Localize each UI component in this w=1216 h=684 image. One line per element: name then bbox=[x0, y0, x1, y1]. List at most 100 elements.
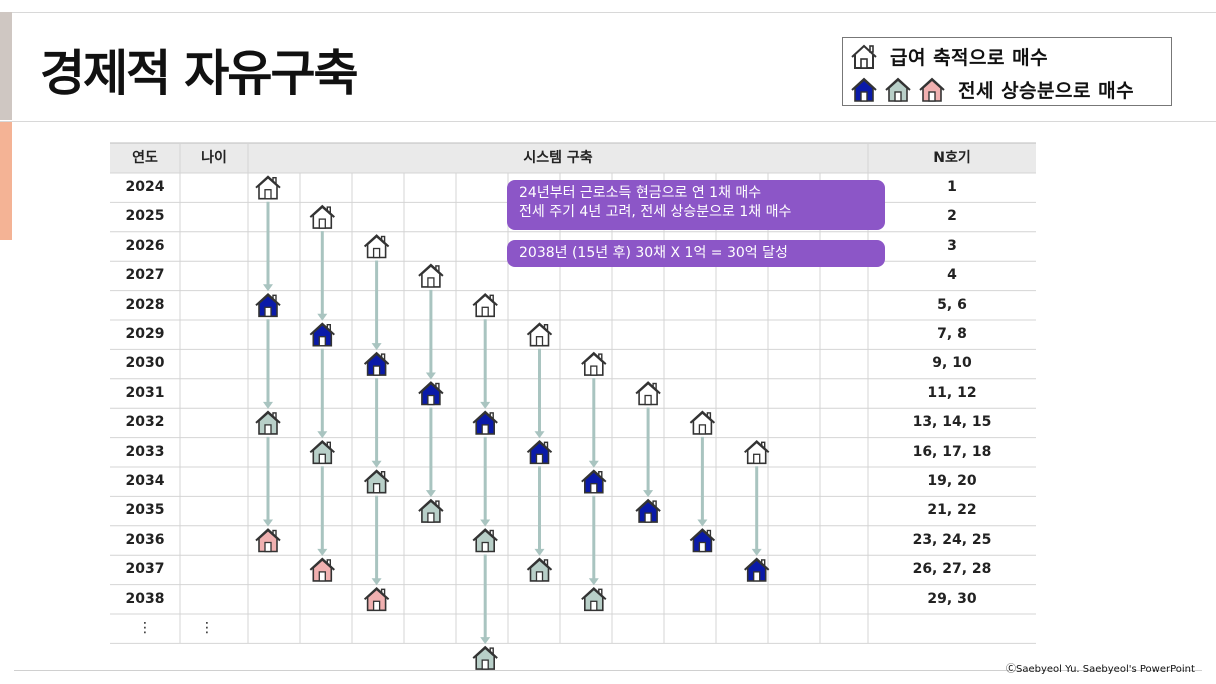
year-cell: 2025 bbox=[125, 208, 165, 225]
count-cell: 19, 20 bbox=[927, 473, 977, 489]
navy-house-icon bbox=[309, 322, 335, 347]
arrow-head bbox=[263, 284, 273, 292]
arrow-head bbox=[480, 637, 491, 645]
arrow-head bbox=[588, 578, 599, 586]
header-count: N호기 bbox=[933, 150, 971, 166]
accent-bar-orange bbox=[0, 122, 12, 240]
gray-house-icon bbox=[472, 645, 498, 670]
count-cell: 1 bbox=[947, 179, 957, 195]
count-cell: 16, 17, 18 bbox=[912, 443, 992, 460]
house-navy-icon bbox=[851, 77, 877, 102]
count-cell: 7, 8 bbox=[937, 326, 967, 342]
legend: 급여 축적으로 매수 전세 상승분으로 매수 bbox=[842, 37, 1172, 106]
navy-house-icon bbox=[255, 292, 281, 318]
accent-bar-gray bbox=[0, 12, 12, 120]
plan-callout: 24년부터 근로소득 현금으로 연 1채 매수 전세 주기 4년 고려, 전세 … bbox=[507, 180, 885, 230]
outline-house-icon bbox=[689, 410, 716, 435]
header-age: 나이 bbox=[201, 150, 227, 166]
arrow-head bbox=[697, 519, 708, 527]
copyright-footer: ⒸSaebyeol Yu. Saebyeol's PowerPoint bbox=[1006, 664, 1195, 675]
legend-deposit-label: 전세 상승분으로 매수 bbox=[958, 79, 1135, 102]
outline-house-icon bbox=[418, 263, 444, 288]
outline-house-icon bbox=[363, 234, 390, 259]
gray-house-icon bbox=[418, 498, 444, 523]
arrow-head bbox=[425, 372, 436, 380]
navy-house-icon bbox=[635, 498, 661, 523]
count-cell: 9, 10 bbox=[932, 355, 972, 372]
plan-line-2: 전세 주기 4년 고려, 전세 상승분으로 1채 매수 bbox=[519, 204, 792, 220]
arrow-head bbox=[263, 519, 273, 527]
gray-house-icon bbox=[581, 586, 607, 612]
arrow-head bbox=[588, 460, 599, 468]
house-gray-icon bbox=[885, 77, 911, 102]
legend-salary-label: 급여 축적으로 매수 bbox=[890, 46, 1049, 69]
year-cell: 2034 bbox=[125, 473, 165, 489]
year-cell: 2029 bbox=[125, 326, 165, 342]
legend-salary: 급여 축적으로 매수 bbox=[849, 41, 1048, 71]
header-year: 연도 bbox=[132, 150, 158, 166]
outline-house-icon bbox=[635, 381, 661, 406]
navy-house-icon bbox=[526, 439, 553, 465]
pink-house-icon bbox=[255, 528, 281, 553]
ellipsis-age: ⋮ bbox=[200, 620, 214, 636]
plan-line-1: 24년부터 근로소득 현금으로 연 1채 매수 bbox=[519, 185, 762, 201]
count-cell: 3 bbox=[947, 237, 957, 254]
arrow-head bbox=[263, 401, 273, 409]
gray-house-icon bbox=[363, 469, 390, 494]
pink-house-icon bbox=[363, 586, 390, 612]
year-cell: 2036 bbox=[125, 531, 165, 548]
outline-house-icon bbox=[526, 322, 553, 347]
outline-house-icon bbox=[472, 292, 498, 318]
outline-house-icon bbox=[255, 175, 281, 200]
pink-house-icon bbox=[309, 557, 335, 582]
arrow-head bbox=[371, 578, 382, 586]
year-cell: 2030 bbox=[125, 355, 165, 372]
header-system: 시스템 구축 bbox=[523, 150, 593, 166]
count-cell: 29, 30 bbox=[927, 590, 977, 607]
footer-rule bbox=[14, 670, 1202, 671]
outline-house-icon bbox=[309, 204, 335, 229]
arrow-head bbox=[317, 548, 328, 556]
house-pink-icon bbox=[919, 77, 945, 102]
arrow-head bbox=[751, 548, 762, 556]
navy-house-icon bbox=[744, 557, 770, 582]
gray-house-icon bbox=[255, 410, 281, 435]
house-outline-icon bbox=[851, 44, 877, 69]
year-cell: 2038 bbox=[125, 590, 165, 607]
year-cell: 2035 bbox=[125, 502, 165, 519]
gray-house-icon bbox=[309, 439, 335, 465]
arrow-head bbox=[371, 460, 382, 468]
year-cell: 2028 bbox=[125, 296, 165, 313]
year-cell: 2024 bbox=[125, 179, 165, 195]
arrow-head bbox=[317, 313, 328, 321]
count-cell: 13, 14, 15 bbox=[912, 414, 992, 431]
arrow-head bbox=[480, 519, 491, 527]
arrow-head bbox=[534, 431, 545, 439]
gray-house-icon bbox=[472, 528, 498, 553]
outline-house-icon bbox=[581, 351, 607, 376]
year-cell: 2027 bbox=[125, 267, 165, 284]
year-cell: 2031 bbox=[125, 384, 165, 401]
navy-house-icon bbox=[418, 381, 444, 406]
ellipsis-year: ⋮ bbox=[138, 620, 152, 636]
arrow-head bbox=[317, 431, 328, 439]
top-rule bbox=[0, 12, 1216, 13]
year-cell: 2026 bbox=[125, 237, 165, 254]
title-rule bbox=[0, 121, 1216, 122]
count-cell: 4 bbox=[947, 267, 957, 284]
arrow-head bbox=[425, 490, 436, 498]
year-cell: 2033 bbox=[125, 443, 165, 460]
page-title: 경제적 자유구축 bbox=[40, 45, 359, 102]
navy-house-icon bbox=[363, 351, 390, 376]
arrow-head bbox=[643, 490, 654, 498]
table-header-background bbox=[110, 143, 1036, 173]
goal-callout: 2038년 (15년 후) 30채 X 1억 = 30억 달성 bbox=[507, 240, 885, 267]
count-cell: 5, 6 bbox=[937, 296, 967, 313]
navy-house-icon bbox=[472, 410, 498, 435]
count-cell: 21, 22 bbox=[927, 502, 977, 519]
count-cell: 11, 12 bbox=[927, 384, 977, 401]
arrow-head bbox=[480, 401, 491, 409]
count-cell: 26, 27, 28 bbox=[912, 561, 992, 578]
arrow-head bbox=[371, 343, 382, 351]
navy-house-icon bbox=[689, 528, 716, 553]
